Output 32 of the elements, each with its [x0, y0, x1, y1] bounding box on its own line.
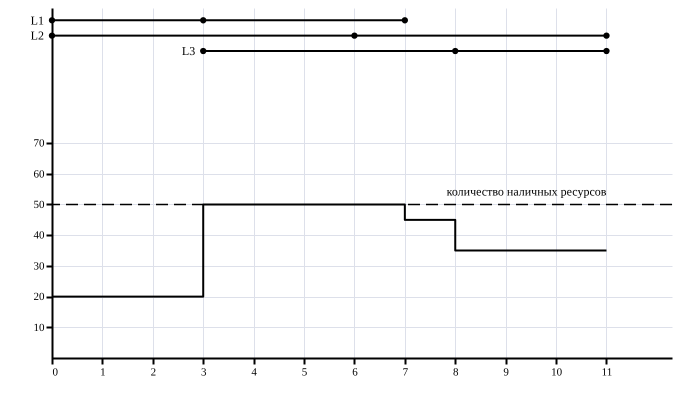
- x-tick-label: 3: [200, 366, 207, 378]
- point: [603, 48, 610, 54]
- series-label: L1: [30, 13, 44, 28]
- x-tick-label: 2: [150, 366, 156, 378]
- point: [200, 17, 206, 24]
- x-tick-label: 5: [302, 366, 308, 378]
- point: [452, 48, 458, 54]
- ref-line-label: количество наличных ресурсов: [446, 184, 607, 198]
- x-tick-label: 10: [551, 366, 563, 378]
- y-tick-label: 60: [34, 168, 45, 180]
- point: [48, 17, 56, 24]
- x-tick-label: 8: [453, 366, 459, 378]
- x-tick-label: 6: [352, 366, 358, 378]
- y-tick-label: 10: [34, 322, 45, 334]
- point: [603, 32, 610, 39]
- y-tick-label: 20: [34, 291, 45, 304]
- y-tick-label: 30: [34, 260, 45, 272]
- y-tick-label: 40: [34, 230, 45, 242]
- x-tick-label: 1: [100, 366, 106, 378]
- x-tick-label: 4: [251, 366, 258, 378]
- x-tick-label: 11: [602, 366, 612, 378]
- point: [200, 48, 206, 54]
- point: [48, 32, 56, 39]
- x-tick-label: 9: [503, 366, 510, 378]
- x-tick-label: 0: [52, 366, 58, 378]
- series-label: L2: [30, 28, 44, 43]
- x-tick-label: 7: [402, 366, 409, 378]
- y-tick-label: 70: [34, 138, 45, 150]
- point: [351, 32, 358, 39]
- point: [402, 17, 408, 24]
- series-label: L3: [182, 44, 196, 58]
- y-tick-label: 50: [34, 198, 45, 211]
